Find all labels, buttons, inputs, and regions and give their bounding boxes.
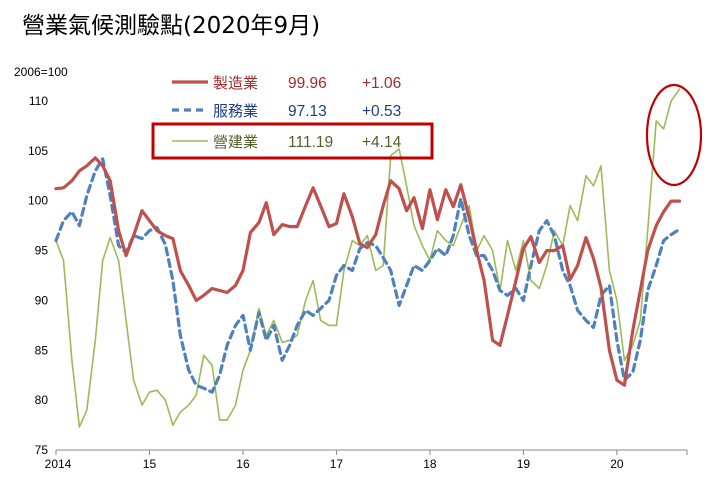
legend-latest-value: 97.13 xyxy=(288,103,327,120)
x-tick-label: 2014 xyxy=(45,457,72,471)
y-tick-label: 105 xyxy=(28,144,48,158)
series-line-2 xyxy=(54,157,682,394)
y-tick-label: 80 xyxy=(35,393,49,407)
y-axis-unit-label: 2006=100 xyxy=(14,65,68,79)
legend-latest-value: 111.19 xyxy=(288,134,333,151)
y-tick-label: 90 xyxy=(35,293,49,307)
series-line-1 xyxy=(54,156,682,387)
x-axis: 2014 15 16 17 18 19 20 xyxy=(45,449,688,471)
legend-series-name: 服務業 xyxy=(213,102,258,120)
series-lines xyxy=(54,88,682,428)
annotations xyxy=(151,83,703,187)
y-tick-label: 95 xyxy=(35,244,49,258)
x-tick-label: 17 xyxy=(330,457,344,471)
y-tick-label: 75 xyxy=(35,443,49,457)
series-line-3 xyxy=(55,88,681,428)
y-tick-label: 100 xyxy=(28,194,48,208)
chart-title: 營業氣候測驗點(2020年9月) xyxy=(22,13,321,39)
x-tick-label: 20 xyxy=(610,457,624,471)
legend-change-value: +1.06 xyxy=(362,75,401,92)
legend-change-value: +0.53 xyxy=(362,103,401,120)
legend-series-name: 營建業 xyxy=(213,133,258,151)
y-tick-label: 85 xyxy=(35,343,49,357)
x-tick-label: 15 xyxy=(143,457,157,471)
legend-series-name: 製造業 xyxy=(213,74,258,92)
x-tick-label: 16 xyxy=(236,457,250,471)
highlight-box xyxy=(151,122,434,160)
legend: 製造業 99.96 +1.06 服務業 97.13 +0.53 營建業 111.19 +4.14 xyxy=(172,74,402,151)
x-tick-label: 18 xyxy=(423,457,437,471)
x-tick-label: 19 xyxy=(517,457,531,471)
legend-change-value: +4.14 xyxy=(362,134,402,151)
highlight-ellipse xyxy=(645,83,703,187)
y-tick-label: 110 xyxy=(29,94,48,108)
legend-latest-value: 99.96 xyxy=(288,75,327,92)
y-axis-ticks: 75 80 85 90 95 100 105 110 xyxy=(28,94,48,457)
